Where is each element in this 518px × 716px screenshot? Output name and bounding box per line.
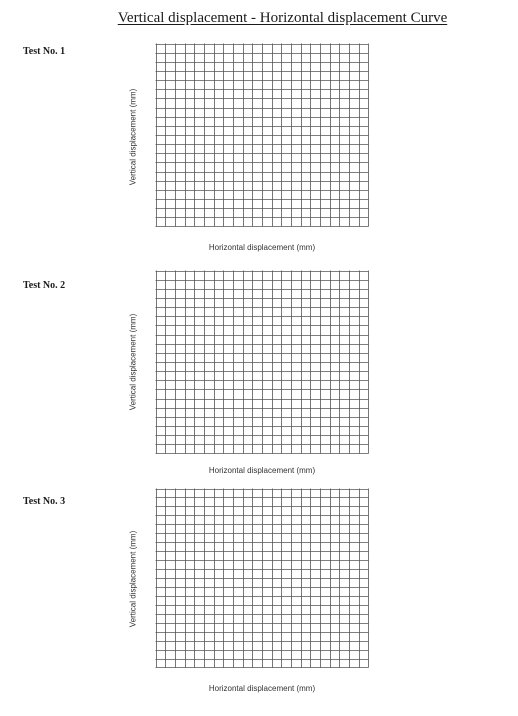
test-label: Test No. 1	[23, 46, 66, 57]
y-axis-label-text: Vertical displacement (mm)	[128, 530, 138, 628]
graph-grid	[155, 43, 369, 227]
test-label: Test No. 3	[23, 496, 66, 507]
test-block-3: Test No. 3 Vertical displacement (mm) Ho…	[0, 488, 518, 716]
test-block-2: Test No. 2 Vertical displacement (mm) Ho…	[0, 270, 518, 500]
y-axis-label-text: Vertical displacement (mm)	[128, 313, 138, 411]
x-axis-label: Horizontal displacement (mm)	[208, 466, 316, 475]
x-axis-label: Horizontal displacement (mm)	[208, 684, 316, 693]
x-axis-label: Horizontal displacement (mm)	[208, 243, 316, 252]
test-label: Test No. 2	[23, 280, 66, 291]
page-title: Vertical displacement - Horizontal displ…	[117, 10, 448, 26]
graph-grid	[155, 488, 369, 668]
test-block-1: Test No. 1 Vertical displacement (mm) Ho…	[0, 43, 518, 266]
y-axis-label-text: Vertical displacement (mm)	[128, 88, 138, 186]
graph-grid	[155, 270, 369, 454]
